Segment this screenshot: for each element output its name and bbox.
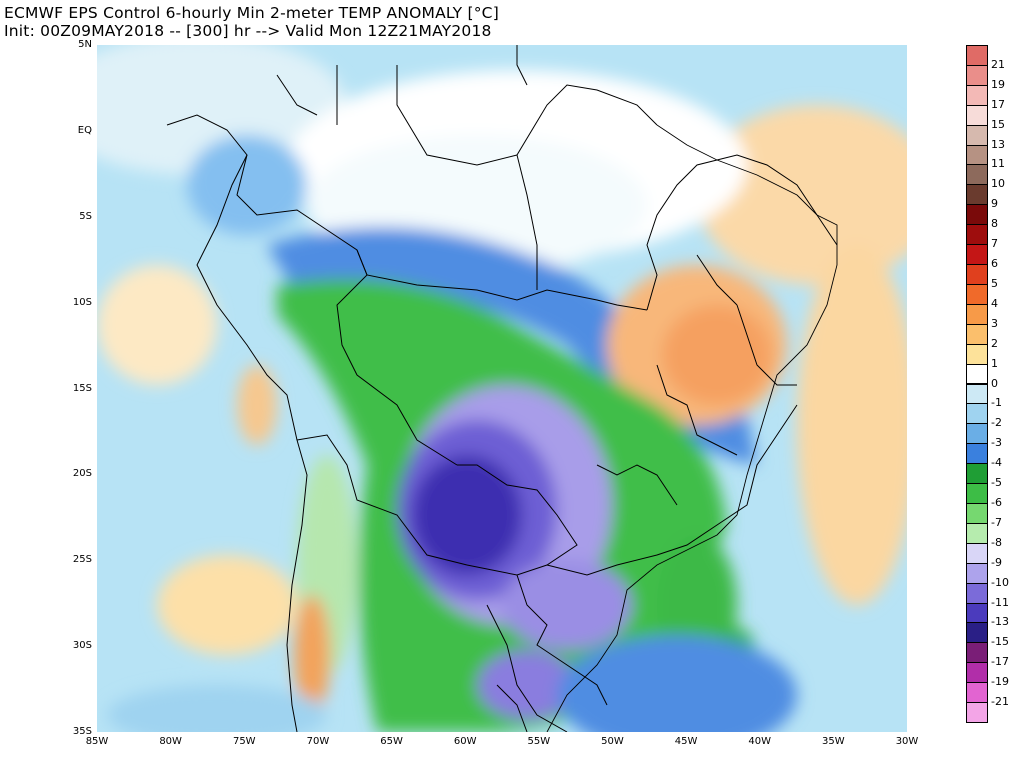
colorbar-cell	[966, 522, 988, 544]
colorbar-cell	[966, 622, 988, 644]
lon-label: 40W	[748, 736, 772, 747]
colorbar-label: 4	[991, 296, 998, 310]
colorbar-label: 13	[991, 137, 1005, 151]
colorbar-cell	[966, 662, 988, 684]
coastline	[546, 124, 838, 732]
lon-label: 65W	[380, 736, 403, 747]
colorbar	[966, 45, 988, 723]
colorbar-label: 2	[991, 336, 998, 350]
colorbar-cell	[966, 124, 988, 146]
colorbar-label: -11	[991, 595, 1009, 609]
colorbar-label: -7	[991, 515, 1002, 529]
colorbar-label: -4	[991, 456, 1002, 470]
lon-label: 80W	[159, 736, 182, 747]
colorbar-cell	[966, 562, 988, 584]
lon-label: 70W	[306, 736, 330, 747]
colorbar-cell	[966, 224, 988, 246]
colorbar-label: 6	[991, 257, 998, 271]
colorbar-label: 1	[991, 356, 998, 370]
colorbar-label: -6	[991, 495, 1002, 509]
lat-label: 5N	[78, 39, 92, 50]
colorbar-cell	[966, 343, 988, 365]
colorbar-label: -19	[991, 675, 1009, 689]
colorbar-cell	[966, 303, 988, 325]
colorbar-cell	[966, 403, 988, 425]
colorbar-cell	[966, 463, 988, 485]
colorbar-label: -2	[991, 416, 1002, 430]
colorbar-cell	[966, 483, 988, 504]
lon-label: 45W	[674, 736, 698, 747]
colorbar-cell	[966, 323, 988, 345]
colorbar-label: 15	[991, 117, 1005, 131]
colorbar-cell	[966, 363, 988, 385]
colorbar-cell	[966, 682, 988, 704]
lon-label: 75W	[232, 736, 256, 747]
anomaly-map	[97, 45, 907, 732]
colorbar-label: 21	[991, 57, 1005, 71]
colorbar-cell	[966, 443, 988, 465]
country-borders	[166, 45, 838, 732]
map-canvas	[97, 45, 907, 732]
colorbar-label: -5	[991, 476, 1002, 490]
lon-label: 35W	[822, 736, 845, 747]
lat-label: 25S	[72, 554, 92, 566]
lat-label: 35S	[72, 726, 92, 737]
lon-label: 30W	[895, 736, 919, 747]
colorbar-cell	[966, 702, 988, 723]
colorbar-cell	[966, 383, 988, 405]
colorbar-cell	[966, 264, 988, 285]
lat-label: 20S	[72, 468, 92, 480]
lat-label: 15S	[72, 382, 92, 394]
colorbar-cell	[966, 542, 988, 564]
colorbar-label: -8	[991, 535, 1002, 549]
colorbar-label: 3	[991, 316, 998, 330]
colorbar-label: 0	[991, 376, 998, 390]
colorbar-label: 10	[991, 177, 1005, 191]
anomaly-field	[97, 45, 907, 732]
colorbar-cell	[966, 164, 988, 186]
colorbar-cell	[966, 423, 988, 445]
colorbar-cell	[966, 144, 988, 166]
lon-label: 60W	[453, 736, 477, 747]
colorbar-cell	[966, 502, 988, 524]
colorbar-cell	[966, 104, 988, 126]
colorbar-cell	[966, 642, 988, 664]
colorbar-label: -15	[991, 635, 1009, 649]
lon-label: 50W	[601, 736, 624, 747]
colorbar-cell	[966, 45, 988, 66]
lat-label: 30S	[72, 640, 92, 652]
colorbar-cell	[966, 84, 988, 106]
colorbar-cell	[966, 582, 988, 604]
colorbar-label: -10	[991, 575, 1009, 589]
colorbar-cell	[966, 184, 988, 206]
colorbar-cell	[966, 64, 988, 86]
lat-label: 5S	[79, 210, 92, 222]
colorbar-label: 7	[991, 237, 998, 251]
colorbar-label: 17	[991, 97, 1005, 111]
colorbar-label: -21	[991, 695, 1009, 709]
colorbar-label: 8	[991, 217, 998, 231]
lat-label: EQ	[77, 124, 92, 136]
colorbar-label: -17	[991, 655, 1009, 669]
colorbar-label: -3	[991, 436, 1002, 450]
colorbar-label: -1	[991, 396, 1002, 410]
colorbar-label: 5	[991, 276, 998, 290]
lon-label: 85W	[85, 736, 109, 747]
colorbar-cell	[966, 244, 988, 266]
colorbar-cell	[966, 602, 988, 624]
lon-label: 55W	[527, 736, 551, 747]
colorbar-cell	[966, 283, 988, 305]
colorbar-label: -13	[991, 615, 1009, 629]
colorbar-label: 19	[991, 77, 1005, 91]
colorbar-label: 9	[991, 197, 998, 211]
lat-label: 10S	[72, 296, 92, 308]
colorbar-cell	[966, 204, 988, 226]
colorbar-label: -9	[991, 555, 1002, 569]
map-subtitle: Init: 00Z09MAY2018 -- [300] hr --> Valid…	[4, 22, 492, 40]
map-title: ECMWF EPS Control 6-hourly Min 2-meter T…	[4, 4, 499, 22]
colorbar-label: 11	[991, 157, 1005, 171]
